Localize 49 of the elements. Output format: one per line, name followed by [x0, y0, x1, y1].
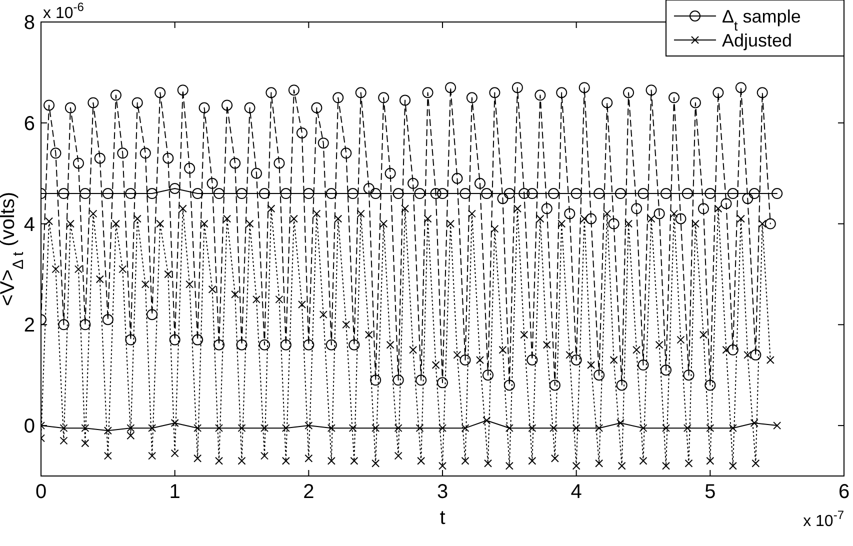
y-tick-label: 2 [24, 314, 35, 337]
point [58, 188, 70, 200]
point [392, 188, 404, 200]
x-tick-label: 1 [169, 481, 180, 503]
point [169, 182, 180, 194]
x-tick-label: 4 [570, 481, 582, 503]
point [594, 188, 605, 200]
point [748, 188, 760, 200]
legend-label: Δ$_{t}$ sample [722, 6, 801, 33]
x-tick-label: 2 [303, 481, 314, 503]
point [526, 188, 538, 200]
point [214, 188, 224, 200]
x-axis-title: t [440, 507, 446, 529]
point [326, 188, 337, 200]
point [192, 188, 204, 200]
point [615, 188, 626, 200]
point [80, 188, 91, 200]
legend-label: Adjusted [722, 30, 792, 50]
x-tick-label: 6 [838, 481, 850, 503]
point [638, 188, 649, 200]
point [460, 188, 471, 200]
text: x 10$^{-7}$ [803, 508, 844, 530]
point [704, 188, 716, 200]
point [259, 188, 270, 200]
point [727, 188, 738, 200]
point [347, 188, 358, 200]
point [660, 188, 672, 200]
x-tick-label: 5 [704, 481, 716, 503]
point [146, 188, 158, 200]
point [772, 188, 783, 200]
point [437, 188, 448, 200]
text: x 10$^{-6}$ [43, 0, 84, 22]
y-tick-label: 0 [24, 416, 35, 438]
y-tick-label: 6 [24, 112, 35, 135]
point [414, 188, 426, 200]
point [125, 188, 136, 200]
x-tick-label: 3 [436, 481, 448, 503]
point [102, 188, 114, 200]
point [280, 188, 292, 200]
point [303, 188, 314, 200]
y-tick-label: 8 [24, 12, 35, 34]
point [548, 188, 560, 200]
point [570, 188, 582, 200]
y-tick-label: 4 [24, 214, 35, 236]
point [370, 188, 382, 200]
point [481, 188, 492, 200]
point [504, 188, 515, 200]
point [236, 188, 248, 200]
point [682, 188, 693, 200]
